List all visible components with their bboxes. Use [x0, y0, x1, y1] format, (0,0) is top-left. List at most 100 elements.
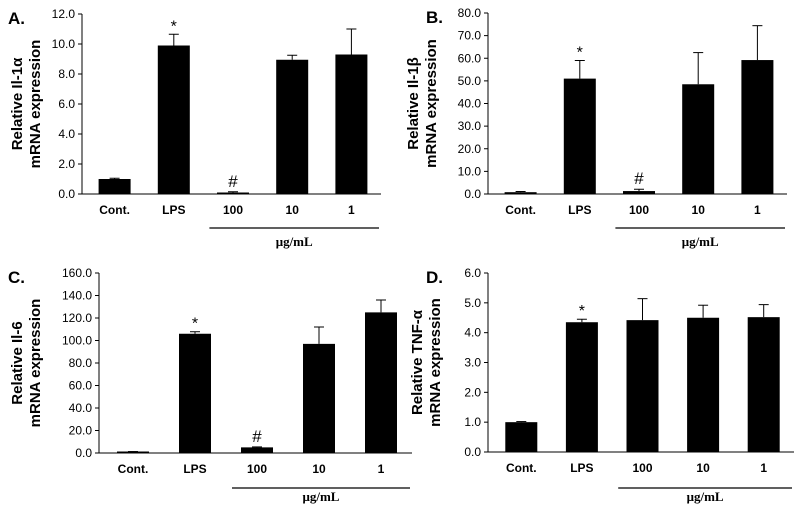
y-tick-label: 120.0 — [62, 311, 92, 325]
y-tick-label: 0.0 — [464, 445, 481, 459]
bar — [623, 191, 655, 194]
significance-mark: * — [171, 18, 177, 35]
bar — [365, 312, 397, 453]
y-tick-label: 4.0 — [58, 127, 75, 141]
group-unit-label: μg/mL — [682, 234, 719, 249]
bar — [241, 447, 273, 453]
x-tick-label: LPS — [570, 461, 593, 475]
panel-c: C. Relative Il-6 mRNA expression 0.0 20.0 40.… — [8, 266, 412, 504]
x-tick-label: 10 — [286, 203, 300, 217]
y-tick-label: 0.0 — [75, 446, 92, 460]
panel-label: C. — [8, 268, 25, 287]
x-tick-label: Cont. — [99, 203, 130, 217]
bar — [747, 317, 780, 452]
y-tick-label: 3.0 — [464, 356, 481, 370]
x-tick-label: 100 — [247, 462, 267, 476]
y-tick-label: 100.0 — [62, 334, 92, 348]
x-tick-label: Cont. — [505, 203, 536, 217]
x-tick-label: 100 — [632, 461, 652, 475]
y-tick-label: 5.0 — [464, 296, 481, 310]
bar — [179, 333, 211, 453]
y-axis-label-line2: mRNA expression — [427, 298, 444, 427]
significance-mark: # — [228, 172, 238, 191]
y-tick-label: 10.0 — [52, 37, 76, 51]
significance-mark: * — [577, 45, 583, 62]
y-axis-label-line2: mRNA expression — [27, 40, 44, 169]
bar — [157, 45, 190, 194]
bar — [335, 54, 368, 194]
y-tick-label: 6.0 — [58, 97, 75, 111]
y-tick-label: 0.0 — [464, 187, 481, 201]
y-axis-label-line2: mRNA expression — [27, 299, 44, 428]
x-tick-label: LPS — [162, 203, 185, 217]
panel-label: D. — [426, 268, 443, 287]
bar — [504, 192, 537, 194]
x-tick-label: 10 — [692, 203, 706, 217]
y-tick-label: 6.0 — [464, 266, 481, 280]
bar — [217, 192, 249, 194]
bar — [565, 322, 598, 452]
bar — [276, 59, 309, 194]
significance-mark: # — [634, 169, 644, 188]
significance-mark: # — [252, 427, 262, 446]
x-tick-label: 1 — [760, 461, 767, 475]
bar — [626, 320, 659, 452]
y-tick-label: 40.0 — [69, 401, 93, 415]
panel-a: A. Relative Il-1α mRNA expression 0.0 2.0 4.0… — [8, 7, 381, 249]
y-tick-label: 12.0 — [52, 7, 76, 21]
y-axis-label-line2: mRNA expression — [423, 39, 440, 168]
x-tick-label: 100 — [223, 203, 243, 217]
x-tick-label: Cont. — [506, 461, 537, 475]
y-tick-label: 1.0 — [464, 415, 481, 429]
bar — [741, 60, 774, 195]
x-tick-label: 1 — [348, 203, 355, 217]
y-tick-label: 20.0 — [458, 142, 482, 156]
y-tick-label: 0.0 — [58, 187, 75, 201]
significance-mark: * — [192, 316, 198, 333]
x-tick-label: Cont. — [118, 462, 149, 476]
y-axis-label-line1: Relative TNF-α — [409, 309, 426, 415]
y-tick-label: 2.0 — [464, 385, 481, 399]
x-tick-label: 100 — [629, 203, 649, 217]
y-tick-label: 10.0 — [458, 164, 482, 178]
group-unit-label: μg/mL — [687, 489, 724, 504]
y-tick-label: 140.0 — [62, 289, 92, 303]
x-tick-label: LPS — [183, 462, 206, 476]
y-axis-label-line1: Relative Il-1α — [9, 57, 26, 150]
y-tick-label: 30.0 — [458, 119, 482, 133]
y-tick-label: 160.0 — [62, 266, 92, 280]
bar — [563, 78, 596, 194]
panel-b: B. Relative Il-1β mRNA expression 0.0 10.0 20… — [405, 6, 787, 249]
y-tick-label: 60.0 — [69, 379, 93, 393]
y-tick-label: 4.0 — [464, 326, 481, 340]
y-tick-label: 80.0 — [458, 6, 482, 20]
y-tick-label: 50.0 — [458, 74, 482, 88]
y-axis-label-line1: Relative Il-6 — [9, 321, 26, 404]
y-tick-label: 2.0 — [58, 157, 75, 171]
bar — [505, 422, 538, 452]
bar — [117, 451, 149, 453]
x-tick-label: LPS — [568, 203, 591, 217]
group-unit-label: μg/mL — [276, 234, 313, 249]
y-tick-label: 20.0 — [69, 424, 93, 438]
x-tick-label: 1 — [378, 462, 385, 476]
bar — [682, 84, 715, 194]
y-tick-label: 60.0 — [458, 51, 482, 65]
bar — [687, 317, 720, 452]
significance-mark: * — [579, 303, 585, 320]
y-tick-label: 8.0 — [58, 67, 75, 81]
x-tick-label: 10 — [312, 462, 326, 476]
panel-label: B. — [426, 8, 443, 27]
bar — [303, 343, 335, 453]
y-tick-label: 40.0 — [458, 97, 482, 111]
group-unit-label: μg/mL — [303, 489, 340, 504]
bar — [98, 179, 131, 194]
panel-d: D. Relative TNF-α mRNA expression 0.0 1.0 2.0… — [409, 266, 794, 504]
y-tick-label: 70.0 — [458, 29, 482, 43]
y-axis-label-line1: Relative Il-1β — [405, 57, 422, 150]
y-tick-label: 80.0 — [69, 356, 93, 370]
panel-label: A. — [8, 9, 25, 28]
x-tick-label: 10 — [696, 461, 710, 475]
x-tick-label: 1 — [754, 203, 761, 217]
